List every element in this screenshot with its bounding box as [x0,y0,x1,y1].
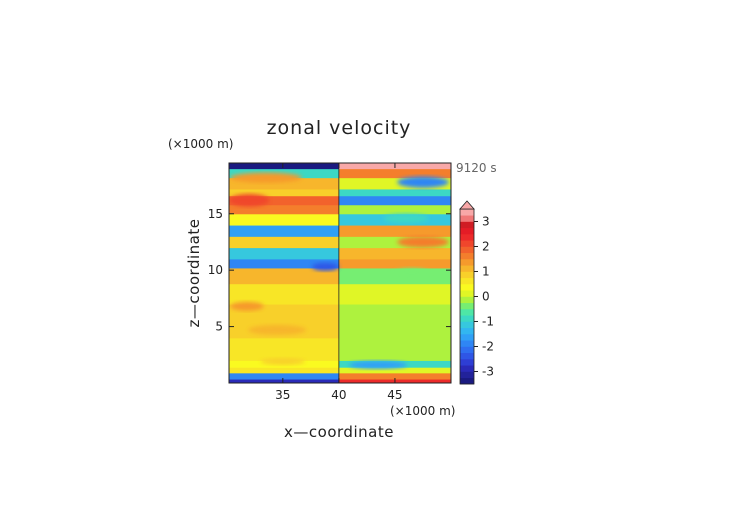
field-anomaly [311,262,339,271]
colorbar-swatch [460,221,474,229]
field-band-east [338,204,451,215]
field-band-west [229,267,339,285]
field-band-west [229,213,339,226]
colorbar-tick-label: -1 [482,315,494,329]
field-anomaly [397,176,449,188]
chart-title: zonal velocity [267,117,412,139]
field-band-east [338,337,451,361]
colorbar-tick-label: 2 [482,240,490,254]
colorbar-swatch [460,290,474,297]
colorbar-tick-label: -2 [482,340,494,354]
field-band-east [338,177,451,190]
field-band-east [338,267,451,285]
field-band-west [229,372,339,380]
x-tick-label: 35 [275,388,290,402]
colorbar-swatch [460,296,474,304]
field-band-west [229,177,339,190]
y-tick-label: 15 [208,207,223,221]
colorbar-swatch [460,240,474,247]
x-ticks: 35 40 45 [275,163,403,402]
colorbar-swatch [460,315,474,322]
x-axis-label: x—coordinate [284,423,394,441]
colorbar-swatch [460,227,474,235]
y-tick-label: 5 [215,320,223,334]
colorbar-swatch [460,246,474,254]
field-anomaly [393,268,430,279]
colorbar-swatch [460,284,474,291]
field-band-east [338,236,451,249]
field-anomaly [248,324,307,336]
colorbar-tick-label: 3 [482,215,490,229]
colorbar-swatch [460,377,474,385]
plot-frame [228,162,452,384]
field-band-west [229,195,339,206]
field-band-east [338,304,451,339]
field-band-west [229,204,339,215]
field-band-east [338,225,451,237]
field-anomaly [383,213,429,223]
field-anomaly [348,361,408,369]
colorbar-swatch [460,340,474,347]
colorbar-swatch [460,234,474,241]
colorbar-swatch [460,271,474,279]
field-band-west [229,258,339,269]
field-band-east [338,247,451,260]
field-band-east [338,367,451,374]
time-label: 9120 s [456,161,497,175]
colorbar-swatch [460,265,474,272]
x-tick-label: 40 [331,388,346,402]
colorbar-swatch [460,321,474,329]
colorbar: -3 -2 -1 0 1 2 3 [459,200,494,385]
field-band-east [338,372,451,380]
field-band-west [229,379,339,383]
field-anomaly [230,301,264,311]
field-band-west [229,283,339,305]
y-ticks: 5 10 15 [208,207,451,334]
field-band-east [338,258,451,269]
field-band-west [229,225,339,237]
field-band-west [229,188,339,197]
colorbar-swatch [460,302,474,310]
field-anomaly [397,236,449,248]
colorbar-tick-label: -3 [482,365,494,379]
x-axis-unit: (×1000 m) [390,404,455,418]
colorbar-swatch [460,259,474,266]
field-band-west [229,367,339,374]
colorbar-swatch [460,309,474,316]
y-axis-unit: (×1000 m) [168,137,233,151]
colorbar-swatch [460,334,474,341]
colorbar-swatch [460,215,474,222]
colorbar-swatch [460,352,474,360]
x-tick-label: 45 [387,388,402,402]
field-band-west [229,247,339,260]
colorbar-swatch [460,327,474,335]
field-anomaly [229,194,270,207]
field-band-east [338,168,451,179]
colorbar-swatch [460,209,474,216]
colorbar-tick-label: 0 [482,290,490,304]
field-band-west [229,337,339,361]
field-anomaly [260,358,306,365]
velocity-field [229,163,451,383]
colorbar-swatch [460,277,474,285]
colorbar-extend-max [459,200,475,210]
colorbar-swatch [460,346,474,354]
colorbar-swatch [460,365,474,372]
field-band-east [338,188,451,197]
colorbar-swatch [460,359,474,366]
plot-area: 35 40 45 5 10 15 [208,162,452,402]
y-axis-label: z—coordinate [185,219,203,328]
colorbar-swatch [460,371,474,379]
colorbar-tick-label: 1 [482,265,490,279]
y-tick-label: 10 [208,263,223,277]
field-band-west [229,163,339,170]
field-band-west [229,236,339,249]
field-band-east [338,283,451,305]
field-band-east [338,195,451,206]
field-anomaly [230,172,302,183]
colorbar-swatch [460,252,474,260]
